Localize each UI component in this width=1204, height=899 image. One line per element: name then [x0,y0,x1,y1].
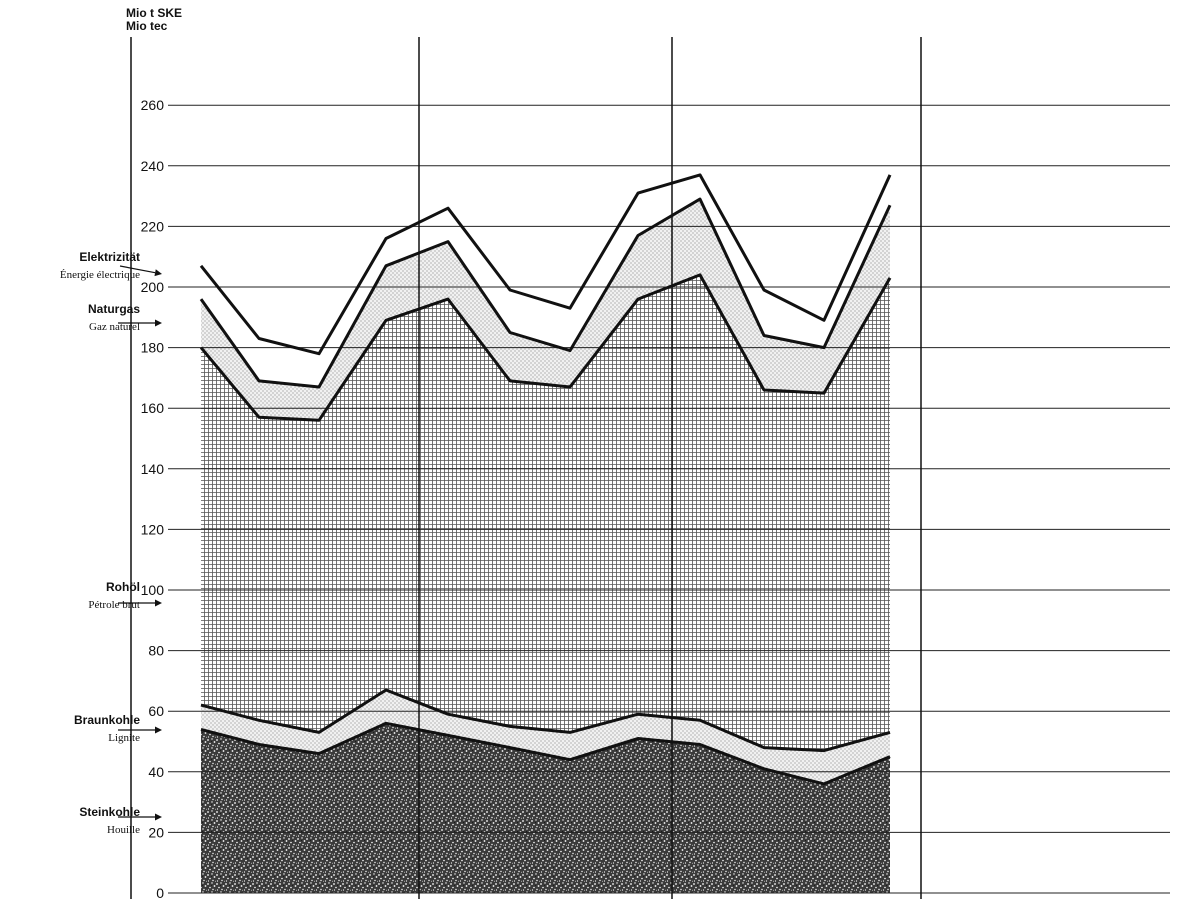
y-tick-label-120: 120 [141,521,165,537]
line-braunkohle [200,688,891,753]
legend-rohoel-de: Rohöl [106,580,140,594]
line-rohoel [199,273,892,422]
legend-naturgas-fr: Gaz naturel [89,321,140,333]
legend-steinkohle: Steinkohle Houille [79,805,140,836]
arrow-rohoel-head [155,599,162,607]
y-tick-label-260: 260 [141,97,165,113]
legend-naturgas: Naturgas Gaz naturel [88,302,140,333]
legend-rohoel-fr: Pétrole brut [88,599,140,611]
band-elektrizitaet [201,174,890,387]
arrow-braunkohle-head [155,726,162,734]
band-braunkohle [201,690,890,784]
legend-steinkohle-de: Steinkohle [79,805,140,819]
line-steinkohle [200,721,891,786]
y-tick-label-40: 40 [148,764,164,780]
band-rohoel [201,274,890,751]
legend-elektrizitaet-de: Elektrizität [79,250,140,264]
y-tick-label-160: 160 [141,400,165,416]
legend-elektrizitaet: Elektrizität Énergie électrique [60,250,140,281]
y-tick-label-220: 220 [141,218,165,234]
legend-steinkohle-fr: Houille [107,824,140,836]
y-tick-label-240: 240 [141,158,165,174]
line-elektrizitaet [199,173,892,356]
y-tick-label-100: 100 [141,582,165,598]
y-tick-label-200: 200 [141,279,165,295]
arrow-elektrizitaet-head [154,269,162,277]
y-unit-de: Mio t SKE [126,6,182,20]
y-tick-label-140: 140 [141,461,165,477]
y-unit-label: Mio t SKE Mio tec [126,7,182,33]
y-tick-label-20: 20 [148,824,164,840]
legend-naturgas-de: Naturgas [87,302,140,316]
legend-elektrizitaet-fr: Énergie électrique [59,269,140,281]
y-tick-label-80: 80 [148,643,164,659]
y-tick-label-0: 0 [156,885,164,899]
y-unit-fr: Mio tec [126,19,168,33]
y-tick-label-180: 180 [141,340,165,356]
legend-braunkohle-fr: Lignite [108,732,140,744]
y-tick-label-60: 60 [148,703,164,719]
band-steinkohle [201,723,890,893]
arrow-steinkohle-head [155,813,162,821]
line-naturgas [199,197,892,389]
legend-rohoel: Rohöl Pétrole brut [88,580,140,611]
band-naturgas [201,199,890,421]
legend-braunkohle-de: Braunkohle [73,713,140,727]
legend-braunkohle: Braunkohle Lignite [74,713,140,744]
arrow-elektrizitaet-shaft [119,265,156,274]
arrow-naturgas-head [155,319,162,327]
